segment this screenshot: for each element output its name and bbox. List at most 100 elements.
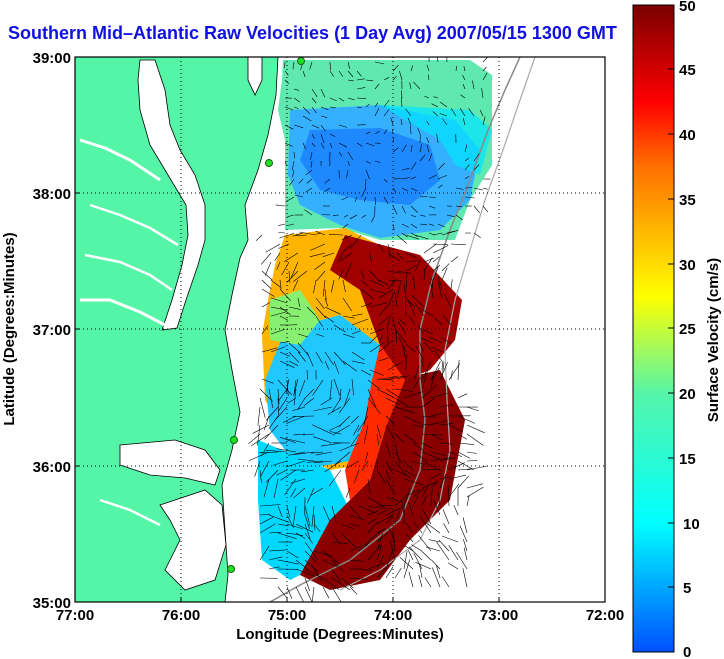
current-vector: [419, 154, 426, 162]
colorbar: [632, 4, 675, 653]
current-vector: [292, 415, 315, 417]
current-vector: [399, 557, 414, 570]
current-vector: [347, 61, 350, 69]
current-vector: [333, 378, 340, 396]
current-vector: [457, 468, 472, 471]
current-vector: [369, 341, 385, 353]
current-vector: [304, 209, 313, 216]
current-vector: [419, 143, 423, 153]
current-vector: [413, 81, 421, 90]
current-vector: [268, 566, 280, 570]
current-vector: [322, 252, 335, 258]
current-vector: [464, 164, 470, 171]
current-vector: [331, 279, 335, 293]
current-vector: [306, 369, 308, 380]
current-vector: [466, 451, 477, 454]
current-vector: [324, 360, 330, 370]
current-vector: [268, 514, 290, 523]
current-vector: [334, 451, 351, 465]
current-vector: [405, 522, 414, 534]
current-vector: [363, 196, 367, 202]
current-vector: [412, 377, 421, 390]
current-vector: [313, 436, 333, 444]
albemarle-sound: [119, 439, 221, 486]
current-vector: [437, 175, 447, 180]
current-vector: [414, 234, 429, 240]
current-vector: [455, 66, 457, 72]
current-vector: [455, 214, 463, 221]
current-vector: [448, 483, 460, 498]
current-vector: [431, 278, 434, 290]
current-vector: [284, 61, 286, 69]
colorbar-tick-label: 35: [679, 192, 696, 209]
current-vector: [315, 333, 325, 337]
current-vector: [261, 279, 272, 290]
current-vector: [365, 79, 374, 82]
current-vector: [340, 523, 355, 530]
current-vector: [434, 350, 443, 362]
current-vector: [367, 388, 377, 409]
current-vector: [412, 275, 416, 290]
current-vector: [261, 302, 271, 308]
current-vector: [442, 315, 452, 326]
current-vector: [302, 106, 311, 115]
current-vector: [410, 223, 418, 229]
current-vector: [466, 406, 479, 412]
current-vector: [268, 556, 283, 561]
current-vector: [293, 106, 299, 109]
current-vector: [295, 232, 304, 236]
current-vector: [324, 351, 334, 366]
current-vector: [320, 133, 325, 144]
current-vector: [376, 564, 389, 579]
current-vector: [466, 486, 484, 498]
current-vector: [466, 465, 488, 471]
current-vector: [277, 532, 297, 540]
current-vector: [433, 96, 439, 99]
current-vector: [479, 109, 484, 117]
colorbar-tick-label: 5: [683, 580, 691, 597]
current-vector: [385, 566, 394, 579]
current-vector: [369, 270, 381, 283]
current-vector: [268, 531, 282, 534]
current-vector: [410, 65, 414, 72]
current-vector: [430, 489, 433, 507]
current-vector: [345, 487, 351, 498]
current-vector: [387, 252, 401, 261]
current-vector: [466, 424, 485, 434]
current-vector: [299, 231, 317, 236]
y-tick-label: 37:00: [33, 322, 71, 339]
station-marker: [297, 57, 305, 65]
current-vector: [441, 230, 459, 236]
current-vector: [481, 88, 484, 99]
current-vector: [441, 263, 450, 272]
current-vector: [322, 559, 338, 567]
current-vector: [394, 397, 409, 407]
current-vector: [450, 108, 457, 117]
current-vector: [304, 559, 319, 573]
current-vector: [338, 97, 345, 102]
current-vector: [392, 205, 398, 215]
current-vector: [473, 232, 481, 238]
current-vector: [410, 232, 418, 238]
current-vector: [410, 187, 418, 192]
current-vector: [365, 142, 375, 147]
current-vector: [306, 460, 324, 463]
current-vector: [293, 433, 306, 436]
current-vector: [426, 144, 430, 153]
current-vector: [288, 451, 306, 456]
current-vector: [410, 214, 417, 218]
current-vector: [385, 442, 391, 458]
current-vector: [313, 514, 316, 531]
current-vector: [356, 87, 366, 90]
current-vector: [277, 397, 288, 412]
current-vector: [369, 328, 385, 335]
current-vector: [288, 360, 299, 366]
current-vector: [347, 160, 350, 166]
current-vector: [341, 196, 349, 201]
current-vector: [367, 510, 379, 516]
colorbar-tick-label: 30: [679, 257, 696, 274]
current-vector: [302, 70, 306, 78]
current-vector: [423, 243, 438, 254]
current-vector: [312, 379, 324, 396]
current-vector: [350, 234, 362, 249]
